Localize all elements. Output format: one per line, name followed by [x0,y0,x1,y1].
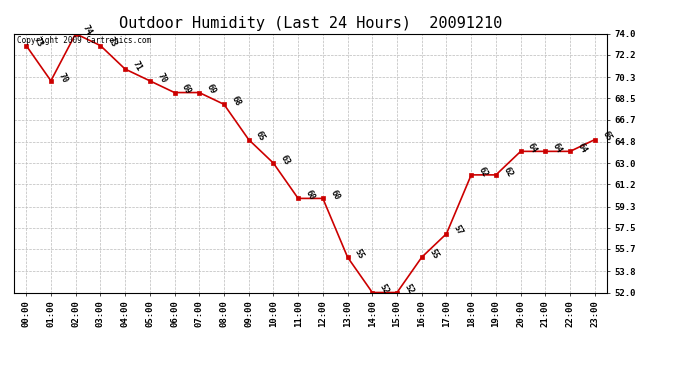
Title: Outdoor Humidity (Last 24 Hours)  20091210: Outdoor Humidity (Last 24 Hours) 2009121… [119,16,502,31]
Text: Copyright 2009 Cartronics.com: Copyright 2009 Cartronics.com [17,36,151,45]
Text: 73: 73 [32,36,45,49]
Text: 55: 55 [427,248,440,261]
Text: 70: 70 [155,71,168,84]
Text: 73: 73 [106,36,119,49]
Text: 64: 64 [551,142,564,155]
Text: 62: 62 [477,165,490,178]
Text: 57: 57 [452,224,465,237]
Text: 64: 64 [526,142,539,155]
Text: 69: 69 [180,83,193,96]
Text: 60: 60 [304,189,317,202]
Text: 62: 62 [502,165,514,178]
Text: 60: 60 [328,189,342,202]
Text: 52: 52 [402,283,415,296]
Text: 68: 68 [230,94,242,108]
Text: 69: 69 [205,83,217,96]
Text: 64: 64 [575,142,589,155]
Text: 65: 65 [254,130,267,143]
Text: 55: 55 [353,248,366,261]
Text: 71: 71 [130,59,144,72]
Text: 74: 74 [81,24,94,37]
Text: 52: 52 [378,283,391,296]
Text: 65: 65 [600,130,613,143]
Text: 63: 63 [279,153,292,166]
Text: 70: 70 [57,71,69,84]
